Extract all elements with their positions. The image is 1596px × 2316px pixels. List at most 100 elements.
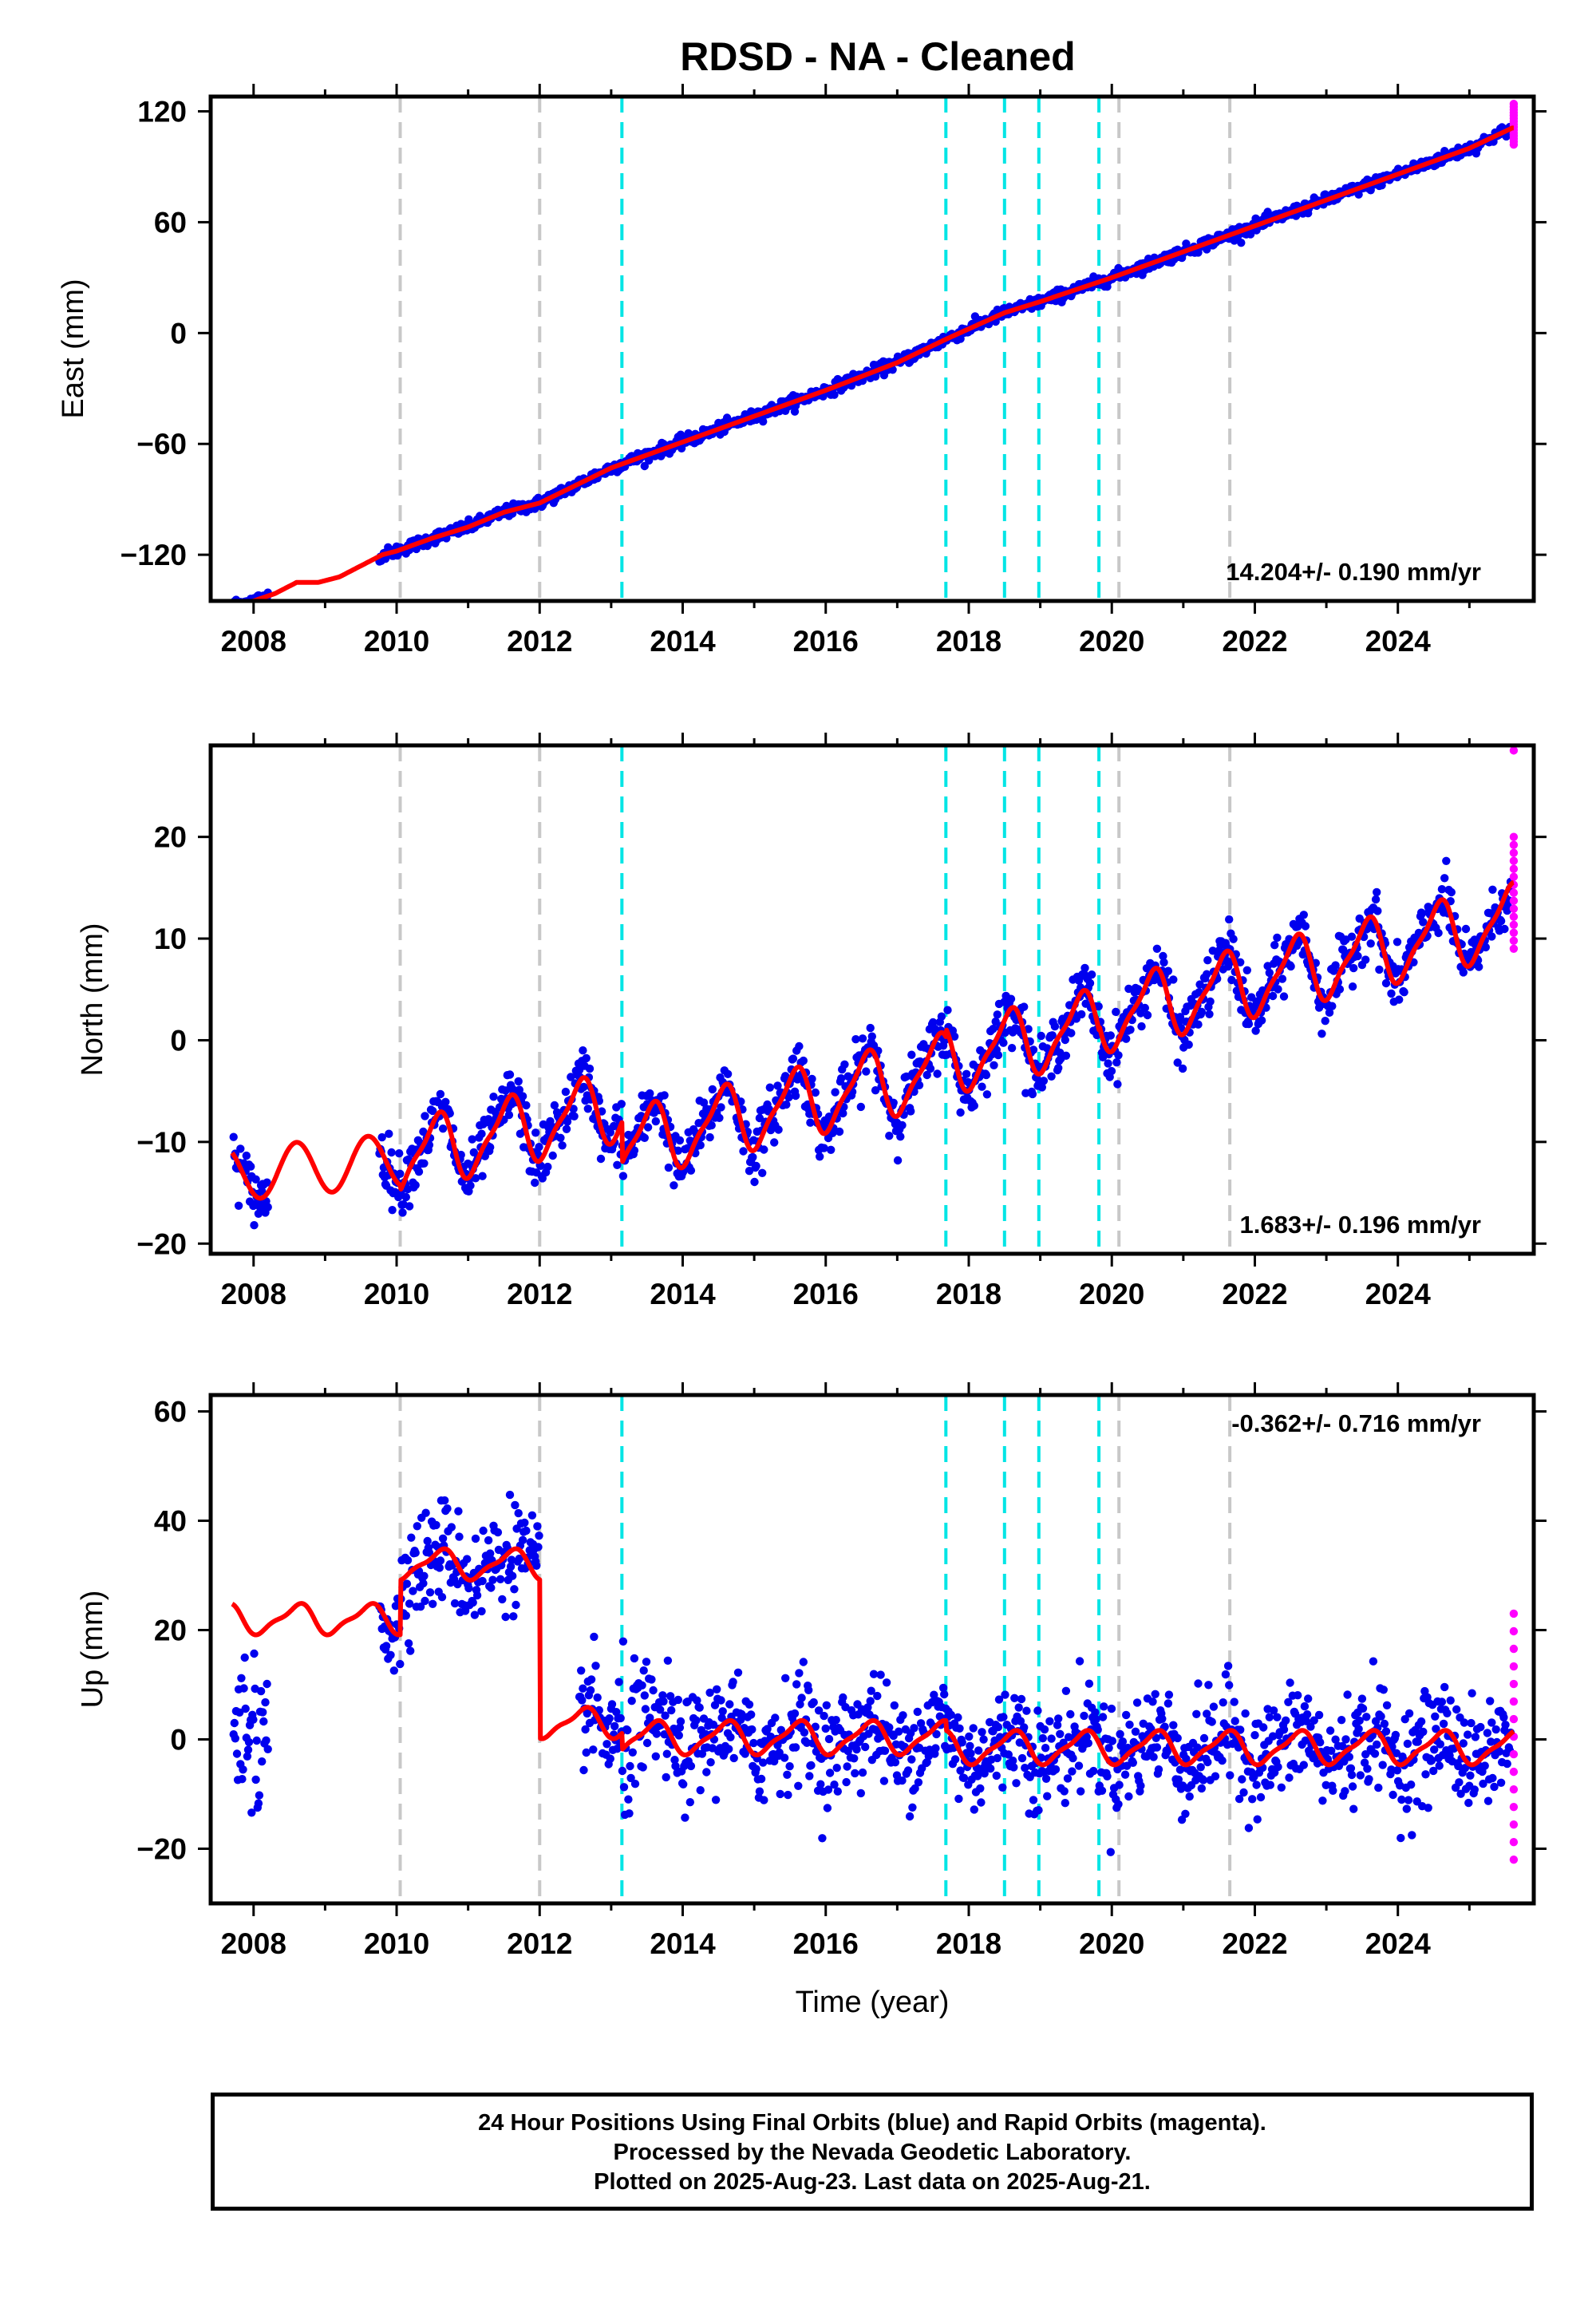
final-point (614, 1678, 623, 1686)
final-point (658, 1691, 667, 1700)
final-point (250, 1649, 259, 1658)
y-axis-label: Up (mm) (76, 1591, 109, 1709)
final-point (1460, 1718, 1469, 1727)
final-point (1077, 1010, 1086, 1019)
final-point (758, 1168, 767, 1178)
final-point (1346, 1764, 1356, 1773)
final-point (484, 1535, 493, 1545)
final-point (1455, 1778, 1464, 1787)
final-point (1196, 1763, 1205, 1772)
x-tick-label: 2014 (650, 625, 716, 658)
final-point (1431, 1712, 1440, 1721)
final-point (1348, 1782, 1357, 1791)
final-point (830, 1780, 839, 1789)
final-point (405, 1599, 414, 1608)
x-tick-label: 2010 (364, 625, 429, 658)
final-point (982, 1070, 991, 1080)
final-point (613, 1160, 622, 1170)
final-point (1487, 932, 1496, 941)
rapid-point (1509, 904, 1519, 913)
final-point (1459, 968, 1468, 977)
final-point (1347, 1770, 1357, 1780)
final-point (511, 1500, 519, 1510)
final-point (1286, 962, 1295, 971)
final-point (1219, 1698, 1227, 1707)
final-point (825, 1769, 835, 1777)
final-point (437, 1593, 447, 1602)
final-point (1471, 1733, 1480, 1741)
final-point (835, 1127, 844, 1136)
rapid-point (1509, 944, 1519, 954)
final-point (543, 1162, 552, 1172)
rapid-point (1509, 746, 1519, 755)
final-point (1418, 909, 1427, 918)
final-point (1500, 924, 1509, 934)
final-point (1034, 1806, 1043, 1815)
final-point (1197, 1007, 1207, 1017)
x-tick-label: 2008 (221, 625, 286, 658)
final-point (818, 1834, 827, 1843)
final-point (993, 1010, 1002, 1019)
final-point (929, 1018, 938, 1027)
final-point (1259, 1723, 1268, 1732)
final-point (755, 1113, 764, 1123)
final-point (477, 1129, 486, 1138)
rapid-point (1509, 832, 1519, 841)
y-tick-label: −60 (136, 428, 187, 460)
final-point (619, 1783, 629, 1792)
rapid-point (1509, 928, 1519, 937)
footer-box: 24 Hour Positions Using Final Orbits (bl… (211, 2093, 1534, 2211)
final-point (1479, 1779, 1487, 1788)
final-point (1468, 1689, 1476, 1697)
final-point (824, 1734, 834, 1744)
final-point (1236, 1725, 1245, 1734)
final-point (1447, 887, 1456, 897)
y-tick-label: −20 (136, 1833, 187, 1866)
final-point (992, 1771, 1001, 1780)
final-point (717, 1103, 725, 1112)
final-point (776, 1725, 785, 1734)
final-point (1375, 965, 1384, 974)
final-point (1104, 1059, 1112, 1068)
final-point (563, 1117, 572, 1126)
final-point (486, 1143, 495, 1152)
final-point (586, 1686, 595, 1695)
rapid-point (1509, 1802, 1519, 1812)
final-point (416, 1603, 425, 1611)
final-point (715, 1113, 724, 1123)
final-point (1413, 1737, 1423, 1746)
final-point (795, 1669, 804, 1678)
final-point (1114, 1051, 1123, 1060)
final-point (962, 1069, 971, 1079)
final-point (792, 1680, 801, 1689)
final-point (780, 1753, 789, 1762)
final-point (871, 1086, 880, 1095)
footer-line-3: Plotted on 2025-Aug-23. Last data on 202… (594, 2169, 1151, 2195)
final-point (823, 1804, 832, 1812)
rapid-point (1509, 864, 1519, 873)
final-point (822, 1701, 832, 1709)
rapid-point (1509, 1662, 1519, 1671)
final-point (389, 1666, 398, 1675)
final-point (1173, 1058, 1182, 1067)
panel-north: 2008 2010 2012 2014 2016 2018 2020 2022 2024−20−… (76, 733, 1547, 1310)
final-point (1299, 911, 1309, 919)
final-point (862, 1067, 871, 1076)
final-point (1452, 1705, 1461, 1714)
final-point (1203, 970, 1211, 978)
final-point (532, 1561, 541, 1571)
final-point (570, 1112, 579, 1121)
final-point (836, 1074, 846, 1083)
final-point (1230, 1697, 1238, 1706)
final-point (869, 1670, 879, 1678)
final-point (808, 1074, 816, 1084)
final-point (577, 1666, 586, 1675)
x-tick-label: 2012 (507, 1278, 572, 1310)
final-point (1037, 1031, 1045, 1041)
final-point (1434, 928, 1443, 938)
final-point (1143, 1010, 1152, 1020)
final-point (1089, 1766, 1098, 1776)
x-tick-label: 2022 (1222, 625, 1287, 658)
final-point (1358, 1704, 1368, 1713)
final-point (773, 1741, 782, 1749)
